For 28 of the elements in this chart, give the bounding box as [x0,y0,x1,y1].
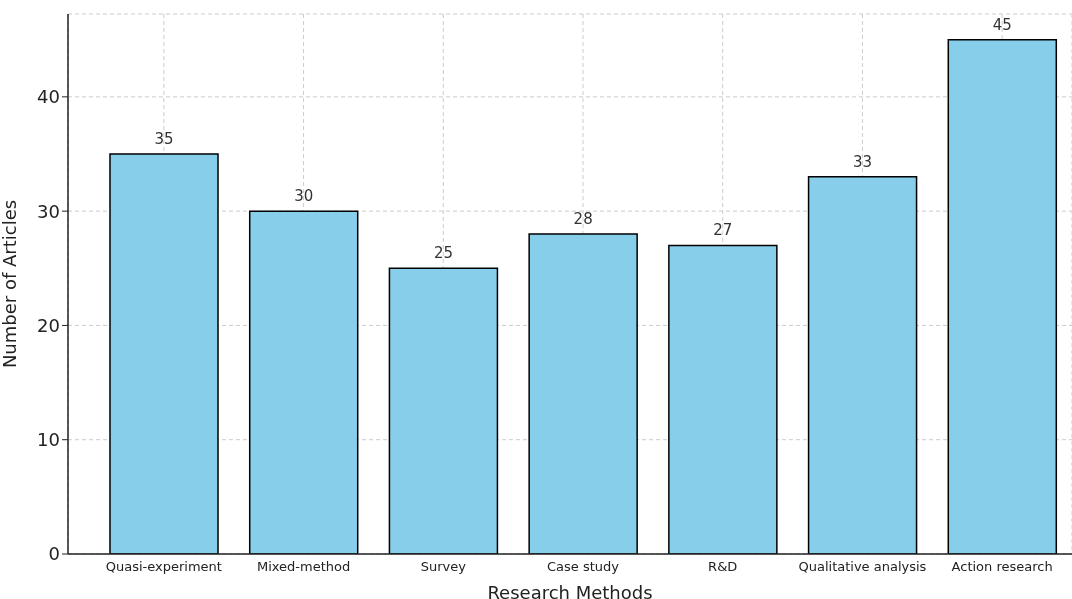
y-tick-label: 20 [37,314,60,336]
y-tick-label: 40 [37,86,60,108]
x-tick-label: Survey [420,559,467,575]
x-tick-label: Qualitative analysis [798,559,927,575]
bar [248,210,359,554]
data-label: 28 [573,210,593,228]
bar [388,267,499,554]
bar [668,244,778,554]
data-label: 35 [154,130,174,148]
bar [528,233,638,554]
x-tick-label: Mixed-method [256,559,351,575]
x-tick-label: Action research [951,559,1053,575]
x-tick-label: Quasi-experiment [105,559,222,575]
data-label: 45 [992,15,1012,34]
data-label: 27 [713,221,733,240]
x-tick-label: R&D [708,559,738,575]
bar [947,38,1058,554]
y-tick-label: 30 [37,200,60,222]
data-label: 33 [853,152,873,171]
data-label: 30 [294,187,314,206]
x-axis-title: Research Methods [487,582,653,599]
y-axis-title: Number of Articles [0,199,21,369]
y-tick-label: 10 [37,429,60,451]
data-label: 25 [433,244,453,263]
bar [807,176,918,554]
x-tick-label: Case study [546,559,620,575]
bar [109,153,219,554]
y-tick-label: 0 [48,543,60,565]
